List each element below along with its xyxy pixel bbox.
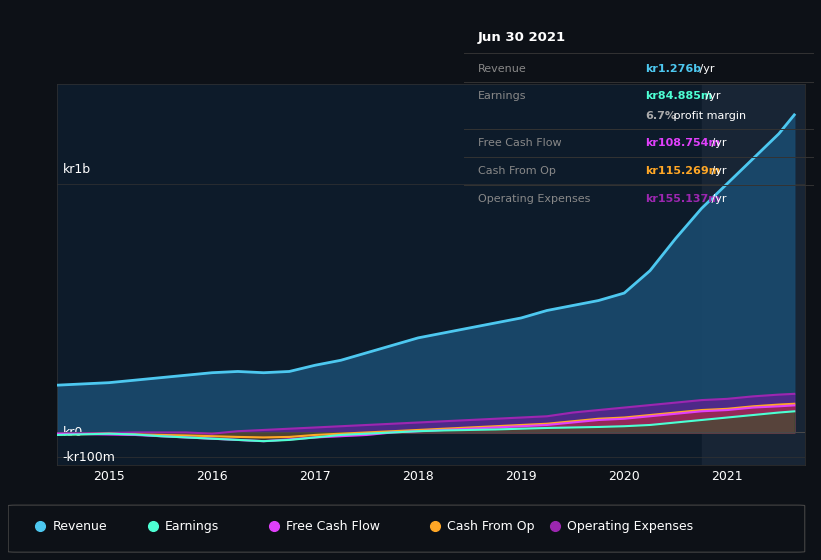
Text: /yr: /yr (708, 194, 727, 204)
Text: Revenue: Revenue (53, 520, 107, 533)
Text: Operating Expenses: Operating Expenses (478, 194, 590, 204)
Text: kr115.269m: kr115.269m (645, 166, 721, 176)
Text: /yr: /yr (708, 166, 727, 176)
Text: Revenue: Revenue (478, 64, 526, 74)
Text: /yr: /yr (695, 64, 714, 74)
Text: kr155.137m: kr155.137m (645, 194, 720, 204)
Text: Free Cash Flow: Free Cash Flow (286, 520, 380, 533)
Text: kr84.885m: kr84.885m (645, 91, 713, 101)
Text: Cash From Op: Cash From Op (478, 166, 556, 176)
Text: kr0: kr0 (62, 426, 83, 439)
Text: Free Cash Flow: Free Cash Flow (478, 138, 562, 148)
Text: Cash From Op: Cash From Op (447, 520, 534, 533)
Text: /yr: /yr (702, 91, 720, 101)
Text: Earnings: Earnings (478, 91, 526, 101)
Bar (701, 84, 805, 465)
Text: Operating Expenses: Operating Expenses (567, 520, 694, 533)
Text: kr1.276b: kr1.276b (645, 64, 701, 74)
Text: profit margin: profit margin (671, 111, 746, 121)
Text: 6.7%: 6.7% (645, 111, 677, 121)
Text: -kr100m: -kr100m (62, 451, 116, 464)
Text: Jun 30 2021: Jun 30 2021 (478, 31, 566, 44)
Text: kr1b: kr1b (62, 163, 91, 176)
Text: /yr: /yr (708, 138, 727, 148)
Text: kr108.754m: kr108.754m (645, 138, 720, 148)
Text: Earnings: Earnings (165, 520, 219, 533)
